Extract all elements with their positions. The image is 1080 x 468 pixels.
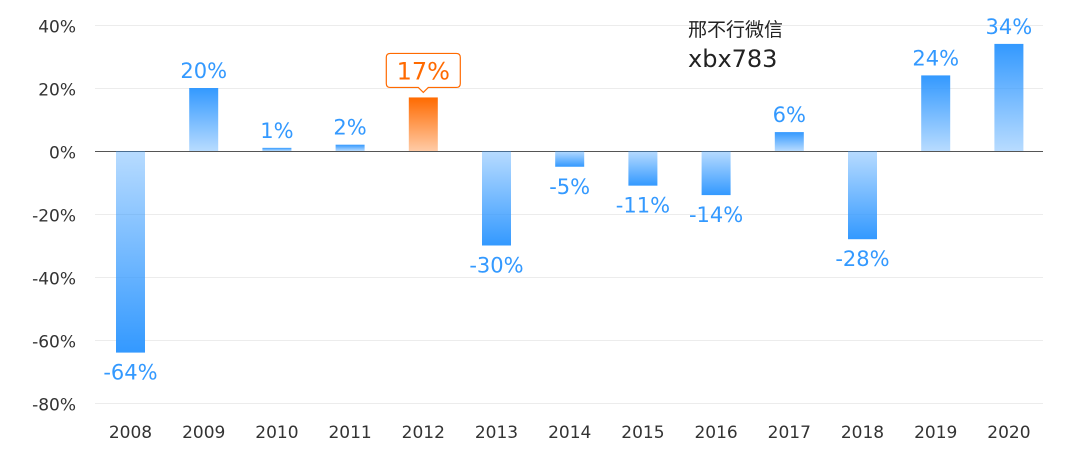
- bar-2008: [116, 151, 145, 353]
- tooltip-box: [385, 52, 461, 94]
- y-tick-label: -80%: [32, 396, 76, 416]
- y-tick-label: 0%: [49, 144, 76, 164]
- bar-2018: [848, 151, 877, 240]
- x-tick-label: 2011: [328, 423, 371, 443]
- data-label-2017: 6%: [773, 103, 806, 127]
- x-tick-label: 2020: [987, 423, 1030, 443]
- y-axis: 40% 20% 0% -20% -40% -60% -80%: [32, 18, 76, 416]
- bar-2011: [335, 144, 365, 151]
- bar-series: [116, 43, 1024, 353]
- data-label-2012: 17%: [397, 57, 450, 85]
- data-label-2019: 24%: [912, 46, 959, 70]
- data-label-2008: -64%: [103, 361, 157, 385]
- x-tick-label: 2014: [548, 423, 591, 443]
- data-label-2016: -14%: [689, 203, 743, 227]
- data-label-2014: -5%: [549, 175, 590, 199]
- bar-2014: [555, 151, 585, 167]
- x-tick-label: 2016: [694, 423, 737, 443]
- watermark-line2: xbx783: [688, 45, 778, 73]
- y-tick-label: 20%: [38, 81, 76, 101]
- x-tick-label: 2009: [182, 423, 225, 443]
- data-label-2010: 1%: [260, 119, 293, 143]
- x-tick-label: 2013: [475, 423, 518, 443]
- data-label-2009: 20%: [180, 59, 227, 83]
- data-label-2015: -11%: [616, 194, 670, 218]
- x-tick-label: 2018: [841, 423, 884, 443]
- bar-2015: [628, 151, 658, 186]
- watermark: 邢不行微信 xbx783: [688, 18, 783, 74]
- grid-lines: [95, 25, 1043, 404]
- x-tick-label: 2017: [768, 423, 811, 443]
- data-label-2020: 34%: [986, 15, 1033, 39]
- x-tick-label: 2008: [109, 423, 152, 443]
- x-tick-label: 2015: [621, 423, 664, 443]
- x-tick-label: 2019: [914, 423, 957, 443]
- y-tick-label: -40%: [32, 270, 76, 290]
- y-tick-label: -60%: [32, 333, 76, 353]
- bar-2010: [262, 147, 292, 151]
- data-label-2013: -30%: [469, 254, 523, 278]
- data-label-2018: -28%: [835, 247, 889, 271]
- bar-2019: [921, 75, 951, 151]
- y-tick-label: 40%: [38, 18, 76, 38]
- x-axis: 2008 2009 2010 2011 2012 2013 2014 2015 2016 2017…: [109, 423, 1031, 443]
- data-label-2011: 2%: [333, 116, 366, 140]
- data-labels: -64% 20% 1% 2% 17% -30% -5% -11% -14% 6% -28% 24% 34…: [103, 15, 1032, 385]
- bar-2016: [701, 151, 731, 196]
- y-tick-label: -20%: [32, 207, 76, 227]
- highlight-label-box: 17%: [385, 52, 461, 94]
- bar-2009: [189, 88, 219, 151]
- bar-2013: [482, 151, 511, 246]
- watermark-line1: 邢不行微信: [688, 19, 784, 41]
- x-tick-label: 2012: [402, 423, 445, 443]
- bar-2017: [774, 132, 804, 151]
- x-tick-label: 2010: [255, 423, 298, 443]
- bar-2012: [408, 97, 438, 151]
- bar-2020: [994, 43, 1024, 151]
